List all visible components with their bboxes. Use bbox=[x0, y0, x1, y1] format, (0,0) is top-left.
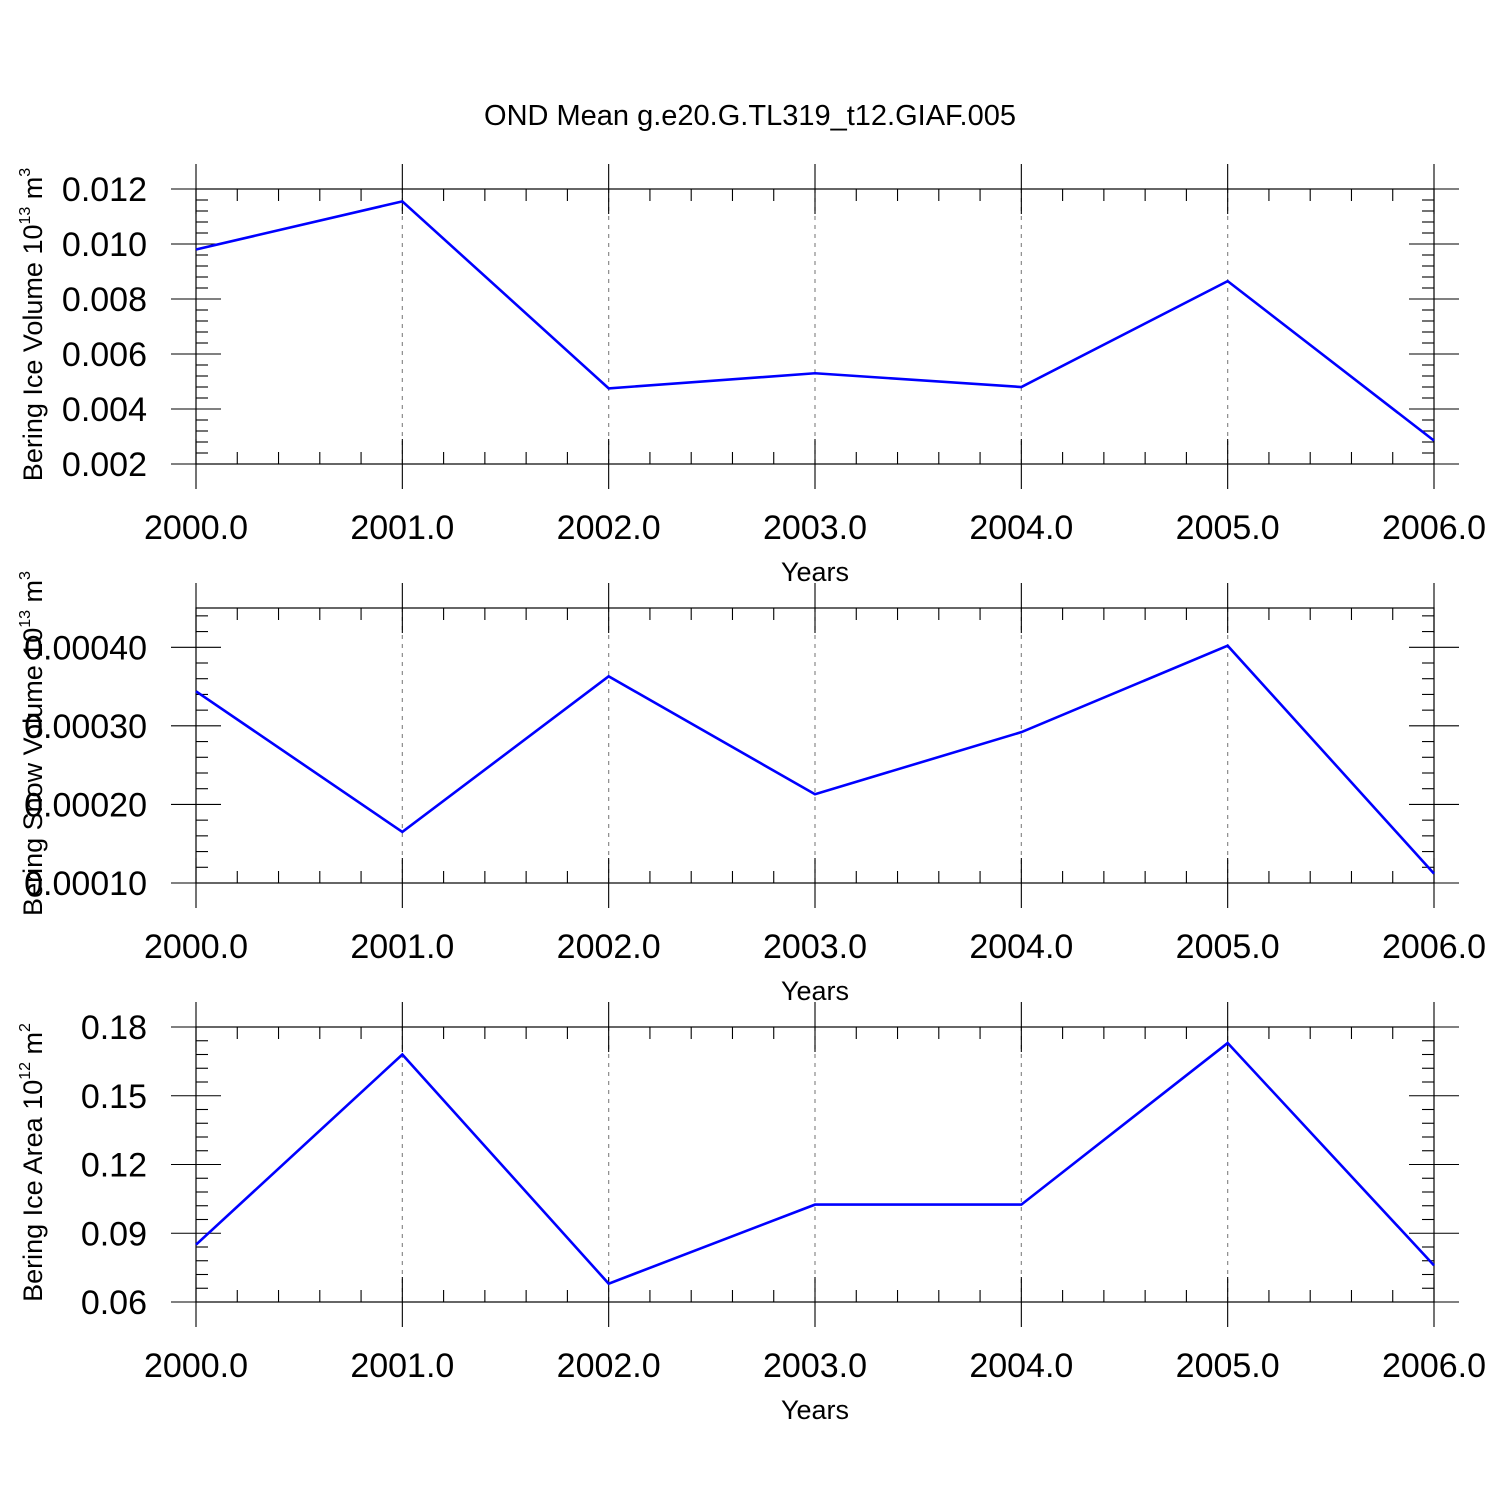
y-axis-label: Bering Snow Volume 1013 m3 bbox=[17, 571, 48, 916]
y-tick-label: 0.012 bbox=[62, 171, 147, 209]
x-tick-label: 2004.0 bbox=[969, 509, 1073, 547]
x-tick-label: 2000.0 bbox=[144, 928, 248, 966]
y-tick-label: 0.006 bbox=[62, 336, 147, 374]
y-tick-label: 0.00020 bbox=[24, 786, 147, 824]
panels: 2000.0 2001.0 2002.0 2003.0 2004.0 2005.0 2006… bbox=[17, 164, 1486, 1425]
x-tick-label: 2004.0 bbox=[969, 1347, 1073, 1385]
x-tick-label: 2002.0 bbox=[557, 509, 661, 547]
x-tick-label: 2002.0 bbox=[557, 928, 661, 966]
x-tick-label: 2001.0 bbox=[350, 509, 454, 547]
x-tick-label: 2004.0 bbox=[969, 928, 1073, 966]
data-series-line bbox=[195, 644, 1435, 875]
figure-title: OND Mean g.e20.G.TL319_t12.GIAF.005 bbox=[484, 100, 1016, 132]
x-tick-label: 2001.0 bbox=[350, 928, 454, 966]
y-tick-label: 0.06 bbox=[81, 1284, 147, 1322]
y-tick-label: 0.00030 bbox=[24, 708, 147, 746]
x-tick-label: 2006.0 bbox=[1382, 928, 1486, 966]
y-tick-label: 0.008 bbox=[62, 281, 147, 319]
x-axis-label: Years bbox=[781, 1395, 849, 1425]
x-tick-label: 2003.0 bbox=[763, 1347, 867, 1385]
y-tick-label: 0.15 bbox=[81, 1078, 147, 1116]
x-tick-label: 2000.0 bbox=[144, 1347, 248, 1385]
y-tick-label: 0.00040 bbox=[24, 629, 147, 667]
x-tick-label: 2003.0 bbox=[763, 509, 867, 547]
x-tick-label: 2002.0 bbox=[557, 1347, 661, 1385]
y-tick-label: 0.18 bbox=[81, 1009, 147, 1047]
y-axis-label: Bering Ice Area 1012 m2 bbox=[17, 1023, 48, 1302]
x-tick-label: 2006.0 bbox=[1382, 509, 1486, 547]
panel-3: 2000.0 2001.0 2002.0 2003.0 2004.0 2005.0 2006… bbox=[17, 1002, 1486, 1425]
y-tick-label: 0.004 bbox=[62, 391, 147, 429]
x-tick-label: 2005.0 bbox=[1176, 928, 1280, 966]
y-tick-label: 0.09 bbox=[81, 1215, 147, 1253]
y-axis-label: Bering Ice Volume 1013 m3 bbox=[17, 168, 48, 481]
y-tick-label: 0.00010 bbox=[24, 865, 147, 903]
x-axis-label: Years bbox=[781, 976, 849, 1006]
x-tick-label: 2005.0 bbox=[1176, 509, 1280, 547]
x-axis-label: Years bbox=[781, 557, 849, 587]
y-tick-label: 0.002 bbox=[62, 446, 147, 484]
x-tick-label: 2000.0 bbox=[144, 509, 248, 547]
panel-2: 2000.0 2001.0 2002.0 2003.0 2004.0 2005.0 2006… bbox=[17, 571, 1486, 1006]
y-tick-label: 0.010 bbox=[62, 226, 147, 264]
x-tick-label: 2006.0 bbox=[1382, 1347, 1486, 1385]
x-tick-label: 2005.0 bbox=[1176, 1347, 1280, 1385]
x-tick-label: 2001.0 bbox=[350, 1347, 454, 1385]
panel-1: 2000.0 2001.0 2002.0 2003.0 2004.0 2005.0 2006… bbox=[17, 164, 1486, 587]
y-tick-label: 0.12 bbox=[81, 1147, 147, 1185]
x-tick-label: 2003.0 bbox=[763, 928, 867, 966]
